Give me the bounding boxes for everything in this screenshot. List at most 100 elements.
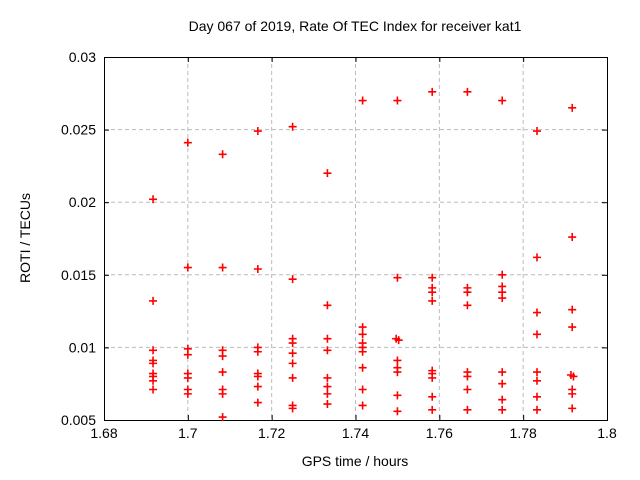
x-tick-label: 1.8 [597,425,617,441]
y-tick-label: 0.02 [69,194,96,210]
grid-lines [104,57,607,420]
data-point-marker [393,356,402,365]
data-point-marker [358,347,367,356]
data-point-marker [498,405,507,414]
x-axis-label: GPS time / hours [302,453,409,469]
data-point-marker [253,382,262,391]
data-point-marker [149,195,158,204]
data-point-marker [253,372,262,381]
data-point-marker [532,368,541,377]
data-point-marker [569,372,578,381]
y-tick-label: 0.025 [61,122,96,138]
chart-title: Day 067 of 2019, Rate Of TEC Index for r… [189,18,522,34]
data-point-marker [428,296,437,305]
data-point-marker [323,373,332,382]
data-point-marker [323,400,332,409]
data-point-marker [288,122,297,131]
x-tick-label: 1.68 [90,425,117,441]
data-point-marker [568,404,577,413]
y-tick-label: 0.03 [69,49,96,65]
data-point-marker [253,398,262,407]
data-point-marker [532,392,541,401]
data-point-marker [149,376,158,385]
data-point-marker [463,288,472,297]
data-point-marker [358,385,367,394]
data-point-marker [183,263,192,272]
data-point-marker [323,382,332,391]
data-point-marker [183,138,192,147]
data-point-marker [183,350,192,359]
data-point-marker [393,368,402,377]
data-point-marker [532,405,541,414]
data-point-marker [568,305,577,314]
data-point-marker [463,405,472,414]
data-point-marker [288,275,297,284]
data-point-marker [428,392,437,401]
data-point-marker [568,323,577,332]
data-point-marker [358,363,367,372]
y-axis-label: ROTI / TECUs [17,193,33,283]
data-point-marker [498,379,507,388]
data-point-marker [428,87,437,96]
data-point-marker [463,385,472,394]
data-point-marker [428,288,437,297]
data-point-marker [323,389,332,398]
data-point-marker [568,233,577,242]
data-point-marker [498,270,507,279]
data-point-marker [428,273,437,282]
data-points [149,87,578,422]
data-point-marker [218,352,227,361]
data-point-marker [532,308,541,317]
data-point-marker [323,301,332,310]
data-point-marker [288,404,297,413]
data-point-marker [463,301,472,310]
data-point-marker [149,385,158,394]
data-point-marker [288,339,297,348]
data-point-marker [323,169,332,178]
data-point-marker [323,334,332,343]
data-point-marker [393,391,402,400]
data-point-marker [183,389,192,398]
data-point-marker [568,103,577,112]
data-point-marker [498,294,507,303]
data-point-marker [218,150,227,159]
x-tick-label: 1.7 [178,425,198,441]
data-point-marker [218,263,227,272]
data-point-marker [253,264,262,273]
data-point-marker [218,389,227,398]
data-point-marker [183,373,192,382]
x-tick-label: 1.72 [258,425,285,441]
data-point-marker [288,373,297,382]
data-point-marker [358,330,367,339]
data-point-marker [428,405,437,414]
data-point-marker [568,389,577,398]
data-point-marker [358,401,367,410]
data-point-marker [393,273,402,282]
data-point-marker [532,127,541,136]
data-point-marker [218,413,227,422]
data-point-marker [358,323,367,332]
x-tick-label: 1.74 [342,425,369,441]
data-point-marker [358,96,367,105]
data-point-marker [323,346,332,355]
data-point-marker [218,368,227,377]
data-point-marker [149,359,158,368]
data-point-marker [498,368,507,377]
data-point-marker [463,87,472,96]
y-tick-label: 0.015 [61,267,96,283]
axis-ticks [104,57,608,421]
data-point-marker [394,336,403,345]
data-point-marker [149,346,158,355]
data-point-marker [498,96,507,105]
data-point-marker [149,296,158,305]
x-tick-label: 1.78 [510,425,537,441]
data-point-marker [428,373,437,382]
data-point-marker [253,127,262,136]
data-point-marker [288,359,297,368]
data-point-marker [532,330,541,339]
data-point-marker [532,253,541,262]
tick-labels: 1.68 1.7 1.72 1.74 1.76 1.78 1.8 0.005 0.01 0.015… [61,49,617,441]
data-point-marker [288,349,297,358]
